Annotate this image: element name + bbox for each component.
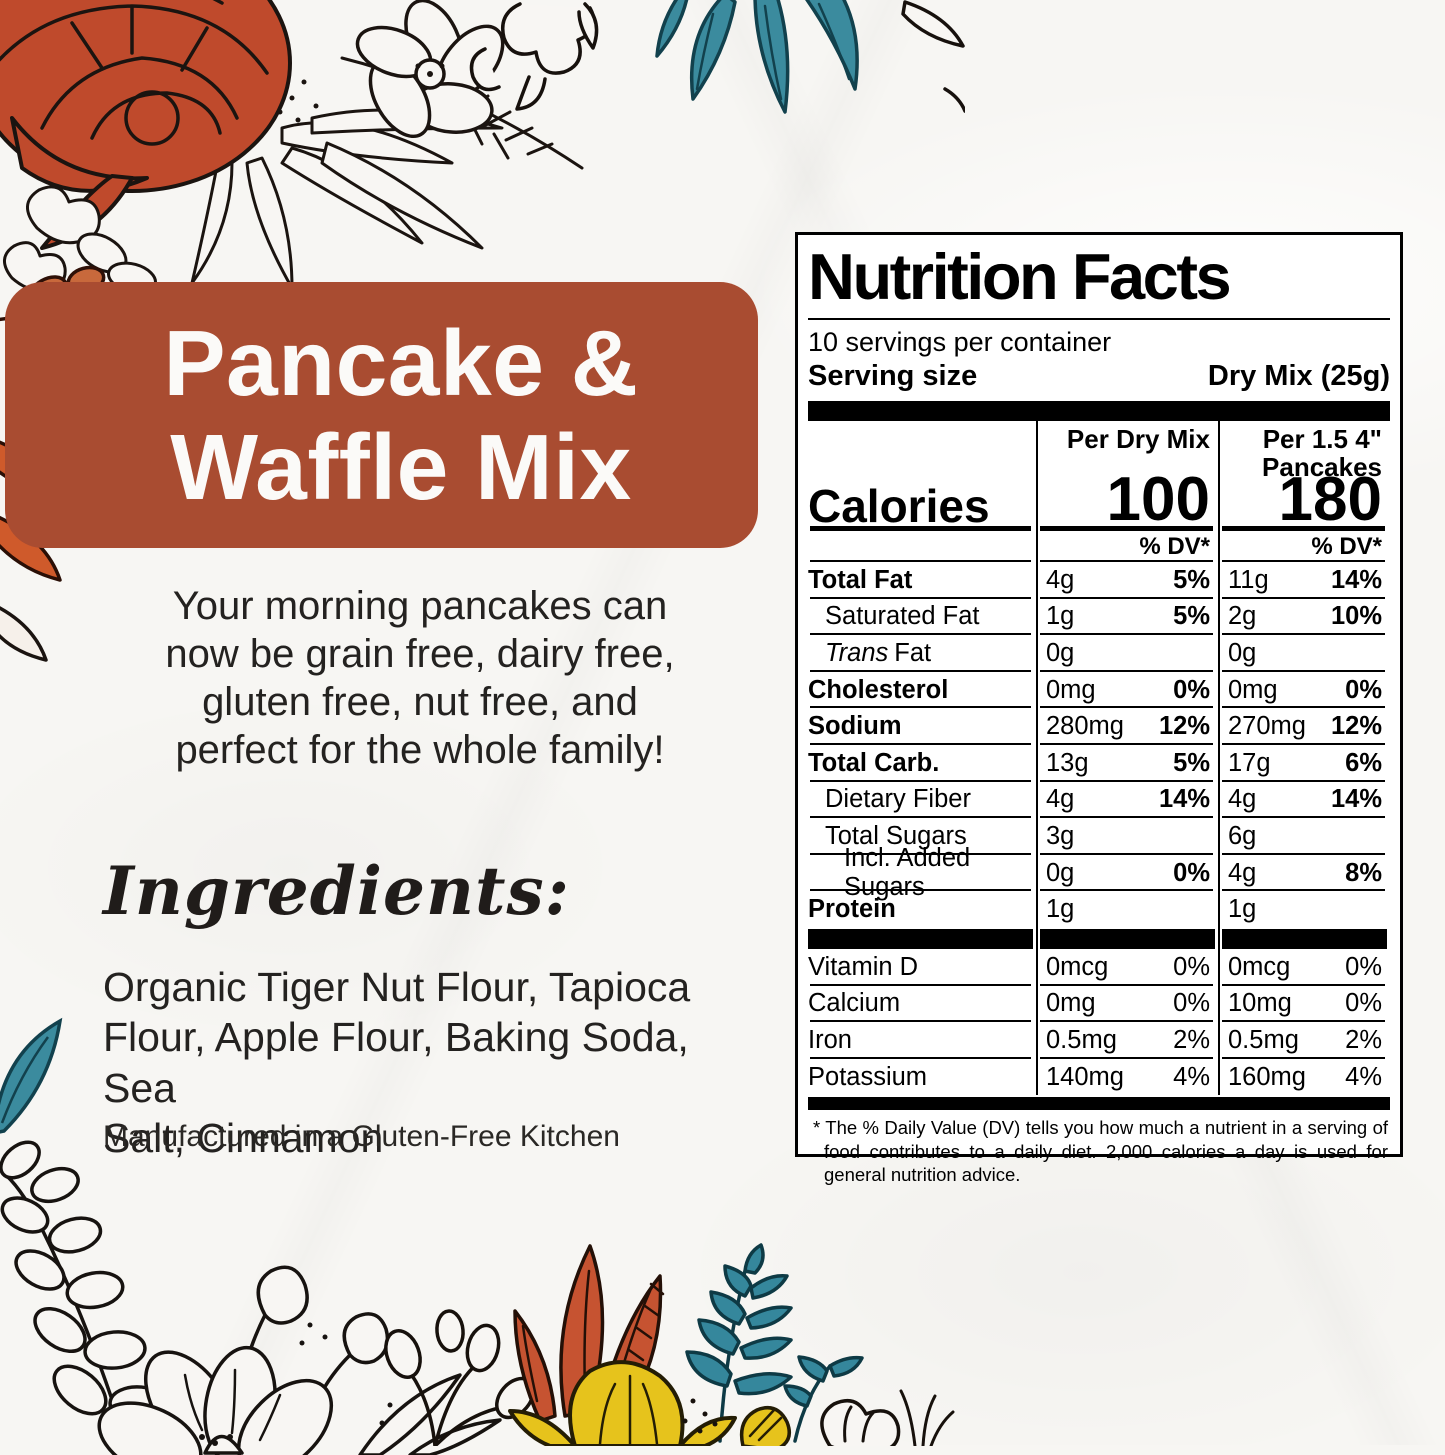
row-cholesterol-label: Cholesterol bbox=[808, 672, 1036, 709]
row-vitamin-d-col2: 0mcg 0% bbox=[1218, 949, 1390, 986]
ingredients-line: Salt, Cinnamon bbox=[103, 1115, 384, 1162]
row-calcium-label: Calcium bbox=[808, 986, 1036, 1023]
row-total-sugars-col1: 3g bbox=[1036, 818, 1218, 855]
row-protein-label: Protein bbox=[808, 895, 896, 924]
row-total-sugars-label: Total Sugars bbox=[808, 818, 1036, 855]
row-vitamin-d-label: Vitamin D bbox=[808, 949, 1036, 986]
row-calcium-col1: 0mg 0% bbox=[1036, 985, 1218, 1023]
column-header-pancakes: Per 1.5 4" Pancakes bbox=[1218, 421, 1390, 481]
floral-left-teal-leaf-illustration bbox=[0, 1017, 63, 1134]
row-trans-fat-col1: 0g bbox=[1036, 635, 1218, 672]
column-header-dry-mix: Per Dry Mix bbox=[1036, 421, 1218, 480]
row-protein-col1: 1g bbox=[1036, 891, 1218, 929]
row-total-fat-col2: 11g 14% bbox=[1218, 562, 1390, 599]
row-total-carb-col1: 13g 5% bbox=[1036, 745, 1218, 782]
row-sodium-col1: 280mg 12% bbox=[1036, 708, 1218, 746]
row-cholesterol-col1: 0mg 0% bbox=[1036, 671, 1218, 709]
dv-header-col1: % DV* bbox=[1036, 531, 1218, 563]
row-dietary-fiber-label: Dietary Fiber bbox=[808, 782, 1036, 819]
row-sodium-col2: 270mg 12% bbox=[1218, 708, 1390, 746]
row-saturated-fat-col1: 1g 5% bbox=[1036, 598, 1218, 636]
serving-size-value: Dry Mix (25g) bbox=[1207, 360, 1390, 393]
row-added-sugars-col1: 0g 0% bbox=[1036, 854, 1218, 892]
nutrition-facts-panel: Nutrition Facts 10 servings per containe… bbox=[795, 232, 1403, 1185]
calories-pancakes: 180 bbox=[1218, 469, 1390, 532]
calories-dry-mix: 100 bbox=[1036, 469, 1218, 532]
product-title-line1: Pancake & bbox=[163, 310, 639, 415]
nutrition-grid: Per Dry Mix Per 1.5 4" Pancakes Calories… bbox=[808, 421, 1390, 1096]
ingredients-line: Organic Tiger Nut Flour, Tapioca bbox=[103, 964, 691, 1010]
product-title-line2: Waffle Mix bbox=[170, 415, 632, 519]
description-line: now be grain free, dairy free, bbox=[165, 632, 675, 676]
serving-size-label: Serving size bbox=[808, 360, 978, 393]
row-sodium-label: Sodium bbox=[808, 708, 1036, 745]
product-title-banner: Pancake & Waffle Mix bbox=[5, 282, 758, 548]
row-protein-col2: 1g bbox=[1218, 891, 1390, 929]
row-trans-fat-label: Trans Fat bbox=[808, 635, 1036, 672]
description-line: perfect for the whole family! bbox=[175, 728, 665, 772]
description-line: gluten free, nut free, and bbox=[202, 680, 638, 724]
row-iron-col1: 0.5mg 2% bbox=[1036, 1022, 1218, 1059]
row-potassium-col1: 140mg 4% bbox=[1036, 1058, 1218, 1096]
row-trans-fat-col2: 0g bbox=[1218, 635, 1390, 672]
dv-header-col2: % DV* bbox=[1218, 531, 1390, 563]
section-bar bbox=[1218, 928, 1390, 950]
row-iron-col2: 0.5mg 2% bbox=[1218, 1022, 1390, 1059]
thick-divider bbox=[808, 1097, 1390, 1111]
row-saturated-fat-label: Saturated Fat bbox=[808, 599, 1036, 636]
row-potassium-col2: 160mg 4% bbox=[1218, 1058, 1390, 1096]
floral-bottom-center-illustration bbox=[384, 1243, 955, 1446]
row-total-sugars-col2: 6g bbox=[1218, 818, 1390, 855]
row-calcium-col2: 10mg 0% bbox=[1218, 985, 1390, 1023]
servings-per-container: 10 servings per container bbox=[808, 326, 1112, 357]
ingredients-heading: Ingredients: bbox=[103, 852, 570, 930]
row-cholesterol-col2: 0mg 0% bbox=[1218, 671, 1390, 709]
calories-label: Calories bbox=[808, 479, 1036, 532]
divider bbox=[808, 317, 1390, 320]
row-iron-label: Iron bbox=[808, 1022, 1036, 1059]
section-bar bbox=[1036, 928, 1218, 950]
row-total-fat-col1: 4g 5% bbox=[1036, 562, 1218, 599]
row-dietary-fiber-col2: 4g 14% bbox=[1218, 781, 1390, 819]
row-added-sugars-label: Incl. Added Sugars bbox=[808, 844, 1036, 901]
row-total-carb-label: Total Carb. bbox=[808, 745, 1036, 782]
row-vitamin-d-col1: 0mcg 0% bbox=[1036, 949, 1218, 986]
ingredients-line: Flour, Apple Flour, Baking Soda, Sea bbox=[103, 1014, 689, 1111]
row-total-carb-col2: 17g 6% bbox=[1218, 745, 1390, 782]
row-saturated-fat-col2: 2g 10% bbox=[1218, 598, 1390, 636]
manufacturing-note: Manufactured in a Gluten-Free Kitchen bbox=[103, 1120, 620, 1153]
thick-divider bbox=[808, 401, 1390, 422]
product-description: Your morning pancakes can now be grain f… bbox=[95, 582, 745, 774]
daily-value-footnote: * The % Daily Value (DV) tells you how m… bbox=[813, 1117, 1388, 1185]
row-dietary-fiber-col1: 4g 14% bbox=[1036, 781, 1218, 819]
ingredients-list: Organic Tiger Nut Flour, Tapioca Flour, … bbox=[103, 962, 763, 1164]
section-bar bbox=[808, 928, 1036, 949]
nutrition-facts-title: Nutrition Facts bbox=[808, 240, 1232, 313]
header-spacer bbox=[808, 421, 1036, 479]
floral-top-center-illustration bbox=[469, 0, 965, 114]
row-added-sugars-col2: 4g 8% bbox=[1218, 854, 1390, 892]
row-potassium-label: Potassium bbox=[808, 1062, 928, 1091]
dv-spacer bbox=[808, 531, 1036, 563]
row-total-fat-label: Total Fat bbox=[808, 562, 1036, 599]
description-line: Your morning pancakes can bbox=[172, 584, 668, 628]
serving-size-row: Serving size Dry Mix (25g) bbox=[808, 360, 1390, 393]
